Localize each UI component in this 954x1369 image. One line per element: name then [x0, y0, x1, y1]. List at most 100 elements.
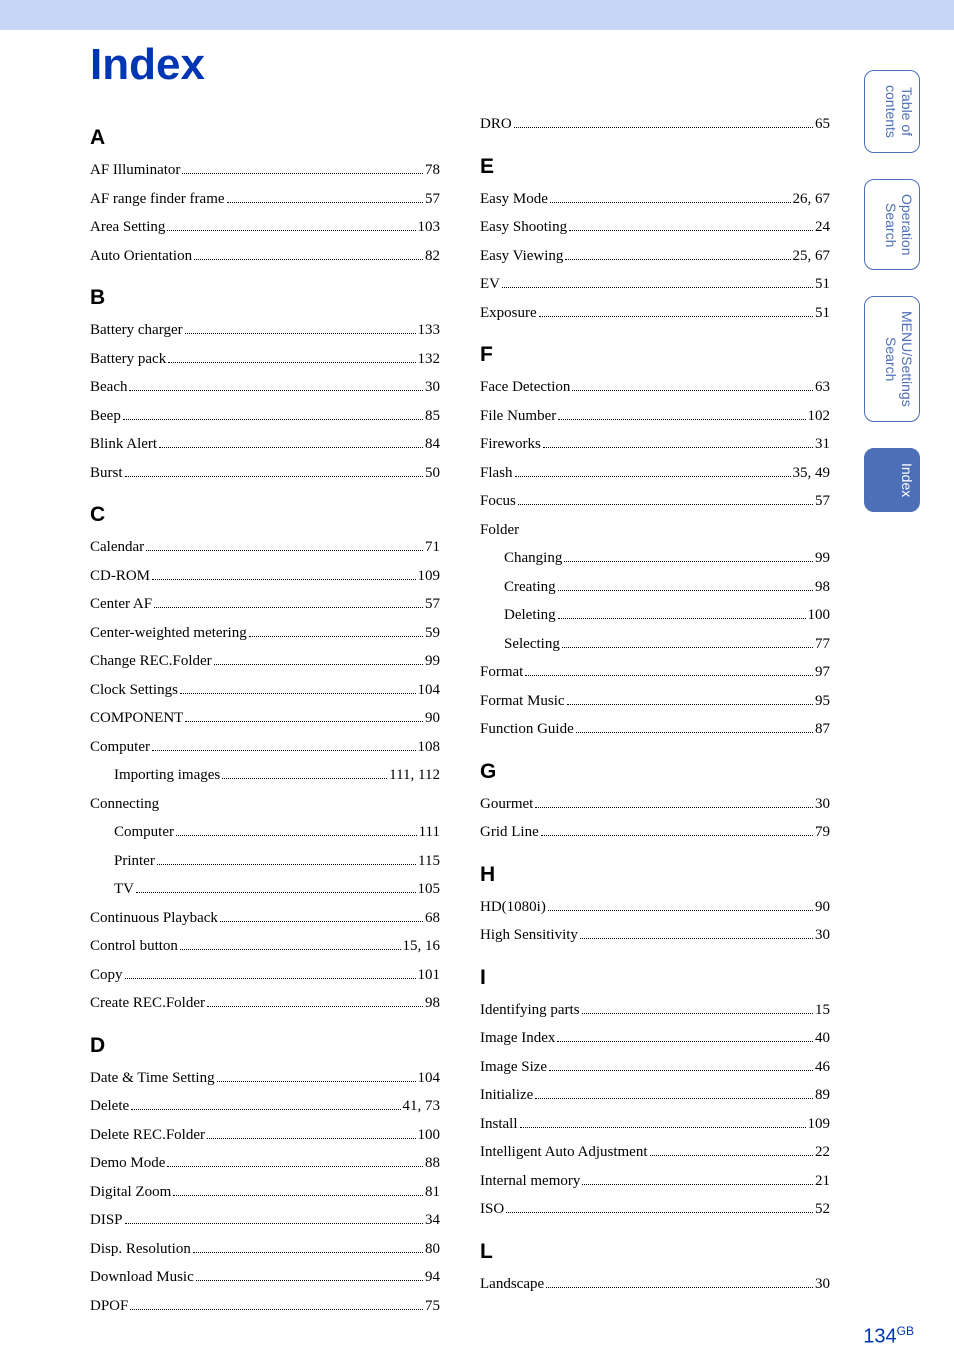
index-entry-page: 98 [815, 573, 830, 602]
index-entry-label: Deleting [480, 601, 556, 630]
index-entry[interactable]: Battery charger133 [90, 316, 440, 345]
index-entry[interactable]: AF Illuminator78 [90, 156, 440, 185]
index-entry[interactable]: CD-ROM109 [90, 562, 440, 591]
index-entry-label: Beep [90, 402, 121, 431]
index-entry-label: Calendar [90, 533, 144, 562]
index-entry[interactable]: Easy Viewing25, 67 [480, 242, 830, 271]
index-entry[interactable]: Change REC.Folder99 [90, 647, 440, 676]
index-entry[interactable]: ISO52 [480, 1195, 830, 1224]
index-entry[interactable]: Fireworks31 [480, 430, 830, 459]
leader-dots [146, 550, 423, 551]
index-entry[interactable]: Install109 [480, 1110, 830, 1139]
index-entry[interactable]: Calendar71 [90, 533, 440, 562]
index-entry-page: 99 [815, 544, 830, 573]
leader-dots [502, 287, 813, 288]
index-entry-label: Flash [480, 459, 513, 488]
index-entry[interactable]: Deleting100 [480, 601, 830, 630]
index-entry[interactable]: Function Guide87 [480, 715, 830, 744]
content-area: Index AAF Illuminator78AF range finder f… [90, 40, 830, 1320]
index-entry-page: 63 [815, 373, 830, 402]
index-entry-label: DPOF [90, 1292, 128, 1321]
index-entry[interactable]: Selecting77 [480, 630, 830, 659]
index-entry-label: Gourmet [480, 790, 533, 819]
side-tab[interactable]: Table of contents [864, 70, 920, 153]
index-entry[interactable]: Landscape30 [480, 1270, 830, 1299]
index-entry[interactable]: Easy Mode26, 67 [480, 185, 830, 214]
index-entry[interactable]: Auto Orientation82 [90, 242, 440, 271]
leader-dots [249, 636, 423, 637]
index-entry[interactable]: EV51 [480, 270, 830, 299]
index-entry-page: 30 [815, 1270, 830, 1299]
index-entry[interactable]: Importing images111, 112 [90, 761, 440, 790]
index-entry[interactable]: Beep 85 [90, 402, 440, 431]
top-strip [0, 0, 954, 30]
index-entry[interactable]: Intelligent Auto Adjustment22 [480, 1138, 830, 1167]
index-entry[interactable]: Initialize89 [480, 1081, 830, 1110]
index-entry[interactable]: Date & Time Setting104 [90, 1064, 440, 1093]
index-entry[interactable]: Copy101 [90, 961, 440, 990]
index-entry[interactable]: Clock Settings104 [90, 676, 440, 705]
index-entry[interactable]: Exposure51 [480, 299, 830, 328]
index-entry[interactable]: Focus57 [480, 487, 830, 516]
leader-dots [580, 938, 813, 939]
index-entry[interactable]: Battery pack132 [90, 345, 440, 374]
index-entry[interactable]: Burst50 [90, 459, 440, 488]
index-entry[interactable]: Face Detection63 [480, 373, 830, 402]
index-entry-page: 57 [425, 590, 440, 619]
section-letter: F [480, 343, 830, 367]
index-entry[interactable]: Blink Alert84 [90, 430, 440, 459]
index-entry[interactable]: TV105 [90, 875, 440, 904]
index-entry-label: Exposure [480, 299, 537, 328]
index-entry-page: 95 [815, 687, 830, 716]
index-entry[interactable]: Easy Shooting24 [480, 213, 830, 242]
index-entry[interactable]: Digital Zoom81 [90, 1178, 440, 1207]
index-entry[interactable]: High Sensitivity30 [480, 921, 830, 950]
index-entry-label: Format [480, 658, 523, 687]
index-entry[interactable]: Gourmet30 [480, 790, 830, 819]
index-entry[interactable]: Computer108 [90, 733, 440, 762]
index-entry[interactable]: HD(1080i)90 [480, 893, 830, 922]
index-entry[interactable]: Printer115 [90, 847, 440, 876]
index-entry-label: Computer [90, 818, 174, 847]
index-entry[interactable]: Format97 [480, 658, 830, 687]
side-tab[interactable]: Index [864, 448, 920, 512]
index-entry[interactable]: COMPONENT90 [90, 704, 440, 733]
leader-dots [541, 835, 813, 836]
index-entry[interactable]: Continuous Playback68 [90, 904, 440, 933]
index-entry[interactable]: Internal memory21 [480, 1167, 830, 1196]
index-entry[interactable]: Download Music94 [90, 1263, 440, 1292]
index-entry-page: 85 [425, 402, 440, 431]
index-entry-label: Computer [90, 733, 150, 762]
index-entry[interactable]: Format Music95 [480, 687, 830, 716]
index-entry[interactable]: DPOF75 [90, 1292, 440, 1321]
index-entry-label: Demo Mode [90, 1149, 165, 1178]
index-entry[interactable]: Center-weighted metering59 [90, 619, 440, 648]
index-entry[interactable]: Identifying parts15 [480, 996, 830, 1025]
index-entry-page: 132 [418, 345, 441, 374]
index-entry[interactable]: Area Setting103 [90, 213, 440, 242]
index-entry[interactable]: Demo Mode88 [90, 1149, 440, 1178]
index-entry[interactable]: Flash35, 49 [480, 459, 830, 488]
index-column-right: DRO65EEasy Mode26, 67Easy Shooting24Easy… [480, 110, 830, 1320]
index-entry[interactable]: Delete REC.Folder100 [90, 1121, 440, 1150]
index-entry[interactable]: Image Index40 [480, 1024, 830, 1053]
index-entry[interactable]: Changing99 [480, 544, 830, 573]
side-tab[interactable]: MENU/Settings Search [864, 296, 920, 422]
index-entry[interactable]: Image Size46 [480, 1053, 830, 1082]
index-entry[interactable]: Center AF57 [90, 590, 440, 619]
index-entry[interactable]: Create REC.Folder98 [90, 989, 440, 1018]
index-entry-label: Initialize [480, 1081, 533, 1110]
index-entry[interactable]: Creating98 [480, 573, 830, 602]
index-entry[interactable]: Disp. Resolution80 [90, 1235, 440, 1264]
index-entry[interactable]: DRO65 [480, 110, 830, 139]
index-entry[interactable]: Control button15, 16 [90, 932, 440, 961]
index-entry[interactable]: Delete41, 73 [90, 1092, 440, 1121]
side-tab[interactable]: Operation Search [864, 179, 920, 270]
index-entry[interactable]: Beach30 [90, 373, 440, 402]
index-entry[interactable]: Computer111 [90, 818, 440, 847]
index-entry[interactable]: AF range finder frame57 [90, 185, 440, 214]
section-letter: L [480, 1240, 830, 1264]
index-entry[interactable]: Grid Line79 [480, 818, 830, 847]
index-entry[interactable]: File Number102 [480, 402, 830, 431]
index-entry[interactable]: DISP34 [90, 1206, 440, 1235]
